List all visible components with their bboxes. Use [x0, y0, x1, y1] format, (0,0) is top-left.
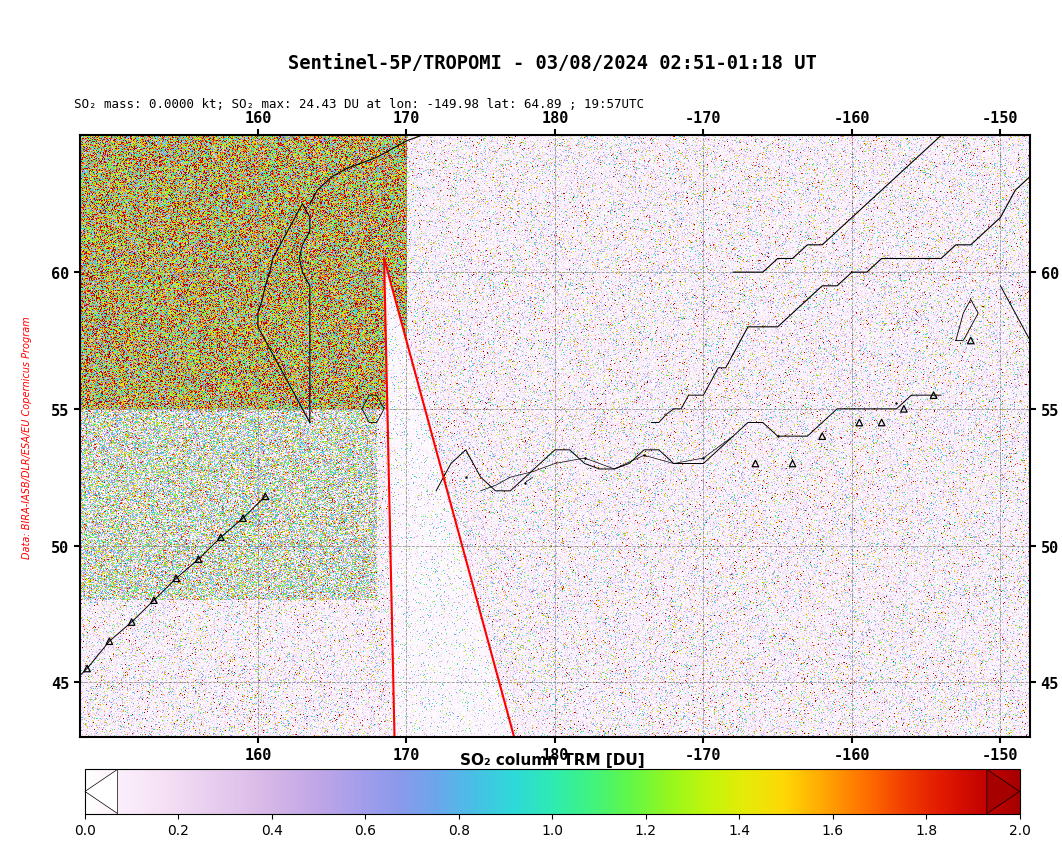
- Text: SO₂ mass: 0.0000 kt; SO₂ max: 24.43 DU at lon: -149.98 lat: 64.89 ; 19:57UTC: SO₂ mass: 0.0000 kt; SO₂ max: 24.43 DU a…: [74, 98, 645, 112]
- Point: [962, 334, 979, 348]
- Point: [190, 553, 207, 567]
- Point: [34, 708, 51, 722]
- Point: [145, 594, 162, 607]
- Polygon shape: [987, 769, 1020, 814]
- Point: [813, 430, 830, 444]
- Point: [747, 458, 764, 471]
- Point: [101, 635, 118, 648]
- Point: [873, 416, 890, 429]
- Text: Data: BIRA-IASB/DLR/ESA/EU Copernicus Program: Data: BIRA-IASB/DLR/ESA/EU Copernicus Pr…: [22, 315, 32, 558]
- Point: [257, 490, 274, 504]
- Point: [79, 662, 96, 676]
- Point: [212, 531, 229, 544]
- Text: Sentinel-5P/TROPOMI - 03/08/2024 02:51-01:18 UT: Sentinel-5P/TROPOMI - 03/08/2024 02:51-0…: [288, 55, 817, 73]
- Point: [123, 615, 140, 629]
- Point: [56, 684, 73, 698]
- Point: [784, 458, 801, 471]
- Polygon shape: [85, 769, 118, 814]
- Point: [168, 572, 185, 585]
- Title: SO₂ column TRM [DU]: SO₂ column TRM [DU]: [460, 751, 645, 767]
- Point: [851, 416, 868, 429]
- Point: [235, 512, 252, 526]
- Point: [925, 389, 942, 402]
- Point: [895, 402, 912, 416]
